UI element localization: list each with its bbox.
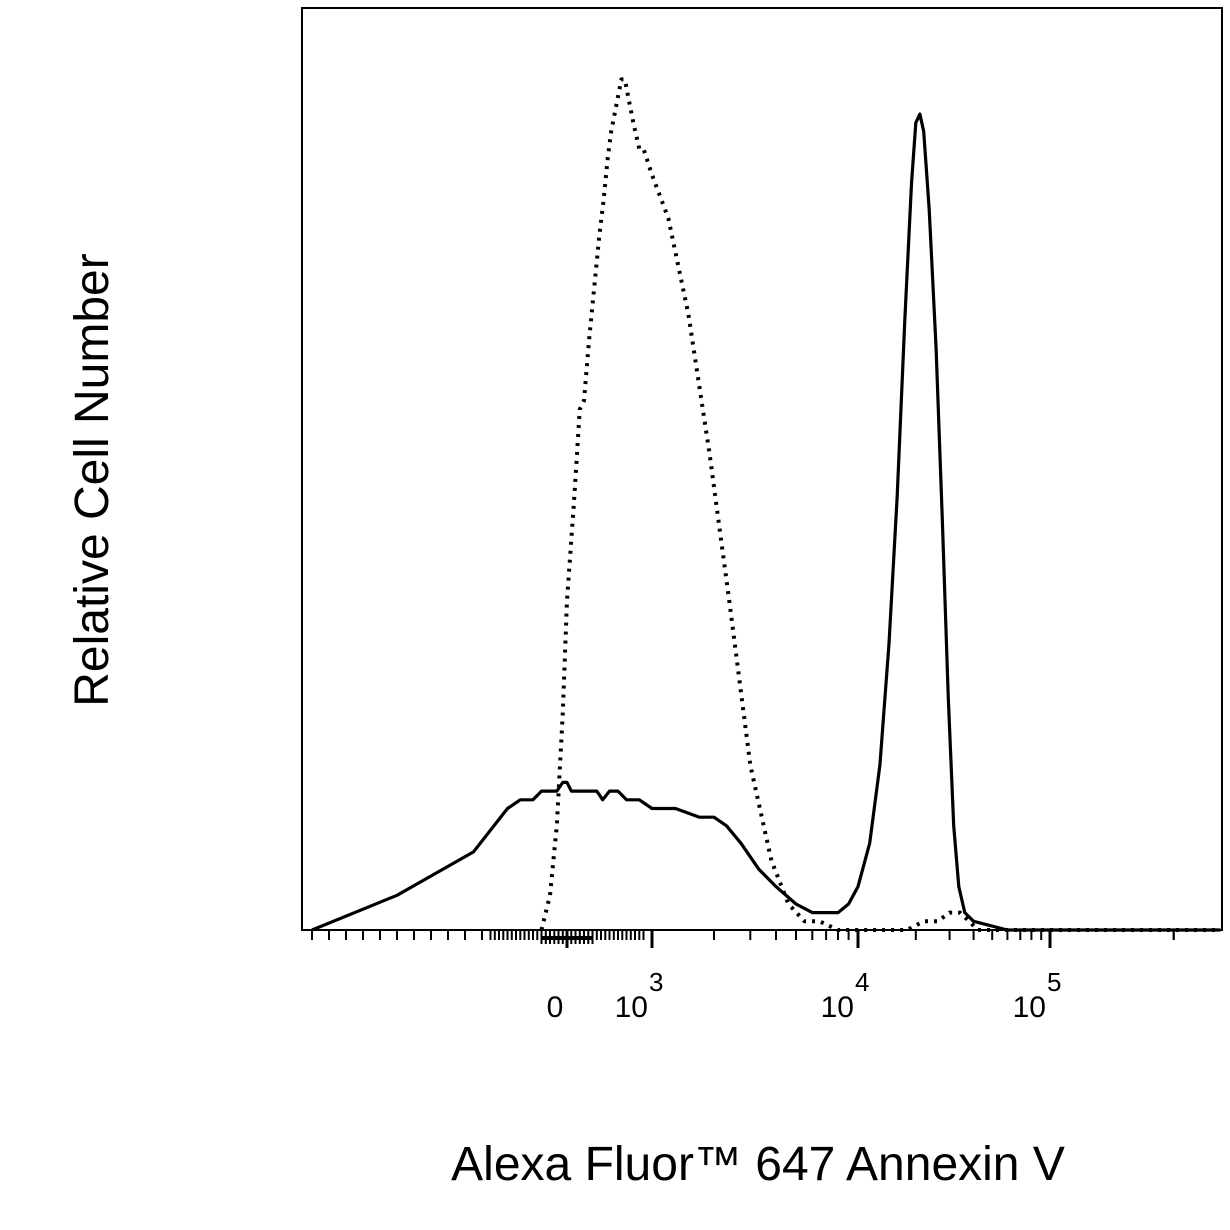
x-axis-label: Alexa Fluor™ 647 Annexin V	[451, 1138, 1065, 1191]
plot-frame	[301, 7, 1223, 931]
x-tick-label: 0	[547, 991, 564, 1024]
x-tick-label: 10	[1013, 991, 1046, 1024]
x-tick-label: 10	[615, 991, 648, 1024]
x-axis-ticks	[311, 930, 1175, 948]
solid-series-line	[311, 112, 1221, 932]
x-tick-label-exponent: 4	[855, 967, 869, 997]
x-tick-label-exponent: 5	[1047, 967, 1061, 997]
series-layer	[311, 77, 1221, 932]
x-tick-label-exponent: 3	[649, 967, 663, 997]
y-axis-label: Relative Cell Number	[66, 253, 119, 707]
x-tick-label: 10	[821, 991, 854, 1024]
